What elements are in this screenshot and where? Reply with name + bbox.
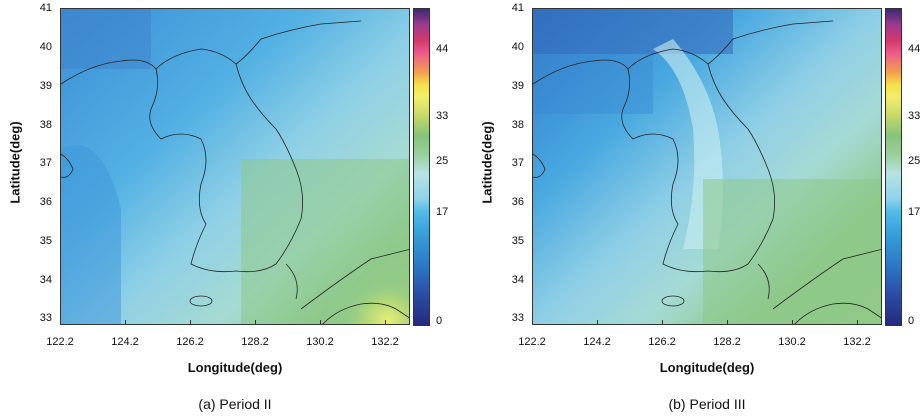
- colorbar-label: 44: [908, 43, 921, 55]
- y-tick-label: 37: [511, 157, 524, 169]
- x-tick-mark: [597, 320, 598, 325]
- x-tick-mark: [662, 320, 663, 325]
- colorbar: [413, 8, 430, 326]
- y-tick-label: 35: [511, 235, 524, 247]
- x-tick-mark: [857, 320, 858, 325]
- x-tick-label: 128.2: [241, 336, 269, 348]
- y-tick-label: 34: [39, 274, 52, 286]
- x-tick-mark: [125, 320, 126, 325]
- panel-caption: (a) Period II: [198, 396, 272, 412]
- y-tick-label: 33: [39, 312, 52, 324]
- x-tick-mark: [727, 320, 728, 325]
- colorbar-label: 33: [436, 110, 449, 122]
- map-panel-b: Latitude(deg) 41 40 39 38 37 36 35 34 33: [472, 0, 923, 420]
- x-tick-mark: [60, 320, 61, 325]
- x-tick-mark: [255, 320, 256, 325]
- x-tick-label: 130.2: [778, 336, 806, 348]
- y-axis-label: Latitude(deg): [7, 121, 23, 204]
- y-tick-label: 38: [511, 119, 524, 131]
- x-axis-label: Longitude(deg): [187, 360, 283, 375]
- map-area: [532, 8, 882, 325]
- colorbar-label: 25: [908, 155, 921, 167]
- x-tick-label: 126.2: [176, 336, 204, 348]
- temperature-map: [61, 9, 409, 324]
- map-area: [60, 8, 410, 325]
- colorbar-label: 0: [436, 315, 443, 327]
- colorbar-label: 0: [908, 315, 915, 327]
- x-axis-label: Longitude(deg): [659, 360, 755, 375]
- x-tick-mark: [320, 320, 321, 325]
- x-tick-label: 122.2: [46, 336, 74, 348]
- y-tick-label: 40: [39, 41, 52, 53]
- y-tick-label: 36: [39, 196, 52, 208]
- panel-caption: (b) Period III: [668, 396, 746, 412]
- x-tick-mark: [385, 320, 386, 325]
- y-tick-label: 35: [39, 235, 52, 247]
- x-tick-mark: [190, 320, 191, 325]
- x-tick-label: 128.2: [713, 336, 741, 348]
- x-tick-label: 122.2: [518, 336, 546, 348]
- temperature-map: [533, 9, 881, 324]
- y-tick-label: 40: [511, 41, 524, 53]
- map-panel-a: Latitude(deg) 41 40 39 38 37 36 35 34 33: [0, 0, 460, 420]
- colorbar-label: 17: [908, 206, 921, 218]
- y-tick-label: 33: [511, 312, 524, 324]
- colorbar-label: 25: [436, 155, 449, 167]
- x-tick-label: 126.2: [648, 336, 676, 348]
- y-tick-label: 39: [39, 80, 52, 92]
- y-axis-label: Latitude(deg): [479, 121, 495, 204]
- y-tick-label: 38: [39, 119, 52, 131]
- colorbar-label: 33: [908, 110, 921, 122]
- x-tick-label: 132.2: [371, 336, 399, 348]
- colorbar-label: 44: [436, 43, 449, 55]
- x-tick-label: 130.2: [306, 336, 334, 348]
- y-tick-label: 37: [39, 157, 52, 169]
- y-tick-label: 36: [511, 196, 524, 208]
- colorbar: [885, 8, 902, 326]
- x-tick-mark: [792, 320, 793, 325]
- x-tick-label: 132.2: [843, 336, 871, 348]
- x-tick-mark: [532, 320, 533, 325]
- y-tick-label: 41: [39, 2, 52, 14]
- colorbar-label: 17: [436, 206, 449, 218]
- y-tick-label: 41: [511, 2, 524, 14]
- y-tick-label: 39: [511, 80, 524, 92]
- x-tick-label: 124.2: [111, 336, 139, 348]
- y-tick-label: 34: [511, 274, 524, 286]
- x-tick-label: 124.2: [583, 336, 611, 348]
